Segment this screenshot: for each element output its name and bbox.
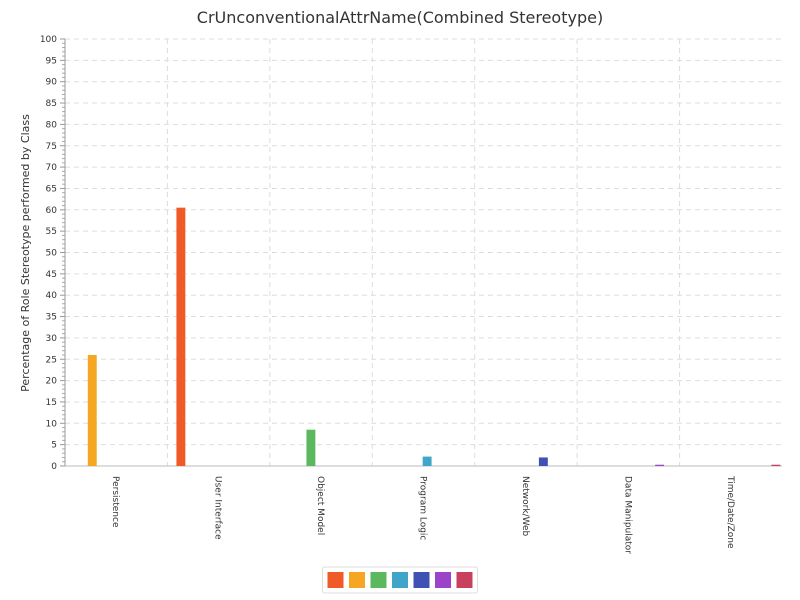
y-tick-label: 55 (46, 227, 57, 237)
y-tick-label: 80 (46, 120, 58, 130)
y-tick-label: 45 (46, 270, 57, 280)
category-labels: Persistence User Interface Object Model Pro… (110, 475, 735, 554)
y-tick-label: 5 (51, 441, 57, 451)
y-tick-label: 95 (46, 56, 57, 66)
y-tick-label: 40 (46, 291, 58, 301)
legend (322, 566, 478, 594)
tick-labels: 0 5 10 15 20 25 30 35 40 45 50 55 60 65 70 75 80 85 90 95 10… (40, 35, 57, 472)
y-tick-label: 0 (51, 462, 57, 472)
y-tick-label: 35 (46, 313, 57, 323)
grid-lines (65, 38, 782, 466)
legend-swatch (456, 572, 473, 588)
legend-swatch (392, 572, 408, 588)
bar (306, 429, 316, 466)
legend-swatch (349, 572, 365, 588)
legend-swatch (413, 572, 430, 588)
y-tick-label: 20 (46, 377, 58, 387)
bar (176, 207, 186, 467)
legend-swatch (435, 572, 451, 588)
y-tick-label: 60 (46, 206, 58, 216)
y-tick-label: 65 (46, 184, 57, 194)
y-tick-label: 85 (46, 99, 57, 109)
bar (87, 354, 97, 466)
bar (422, 456, 432, 466)
y-tick-label: 70 (46, 163, 58, 173)
y-tick-label: 90 (46, 78, 58, 88)
chart-title: CrUnconventionalAttrName(Combined Stereo… (197, 8, 603, 27)
bars (87, 207, 781, 467)
legend-swatch (370, 572, 387, 588)
y-tick-label: 100 (40, 35, 57, 45)
x-tick-label: Persistence (110, 476, 120, 528)
y-tick-label: 15 (46, 398, 57, 408)
y-tick-label: 25 (46, 355, 57, 365)
x-tick-label: Data Manipulator (622, 476, 632, 554)
y-tick-label: 75 (46, 142, 57, 152)
bar (771, 464, 781, 466)
x-tick-label: Program Logic (418, 476, 428, 540)
y-tick-label: 10 (46, 419, 58, 429)
y-tick-label: 30 (46, 334, 58, 344)
x-tick-label: Time/Date/Zone (725, 475, 735, 549)
x-tick-label: User Interface (213, 476, 223, 540)
x-tick-label: Object Model (315, 476, 325, 535)
bar (655, 464, 665, 466)
x-tick-label: Network/Web (520, 476, 530, 537)
legend-swatch (327, 572, 344, 588)
bar (538, 457, 548, 466)
y-axis-label: Percentage of Role Stereotype performed … (19, 114, 32, 392)
y-tick-label: 50 (46, 249, 58, 259)
